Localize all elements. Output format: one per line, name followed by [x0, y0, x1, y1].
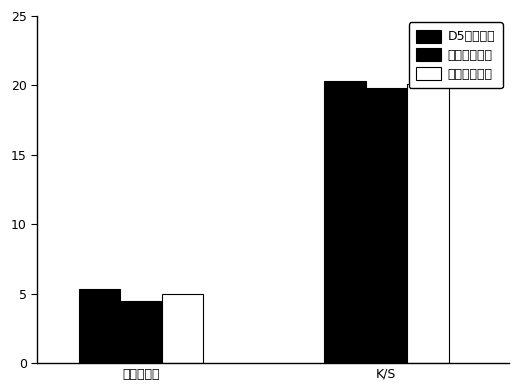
Bar: [162, 294, 203, 363]
Bar: [366, 88, 407, 363]
Bar: [121, 301, 162, 363]
Legend: D5热熔染色, 传统热熔染色, 常规水浴染色: D5热熔染色, 传统热熔染色, 常规水浴染色: [409, 22, 503, 88]
Bar: [324, 81, 366, 363]
Bar: [407, 84, 449, 363]
Bar: [79, 289, 121, 363]
